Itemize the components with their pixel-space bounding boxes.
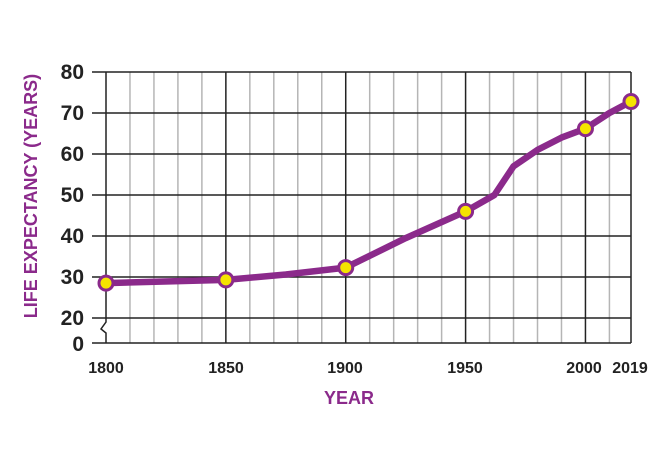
- x-tick-label: 1850: [208, 360, 244, 377]
- x-axis-title: YEAR: [324, 388, 374, 408]
- y-tick-label: 80: [61, 61, 84, 84]
- data-point: [576, 120, 594, 138]
- series-group: [102, 98, 635, 287]
- data-point: [337, 259, 355, 277]
- y-axis-break-zigzag: [99, 318, 107, 343]
- tick-labels: 0 20 30 40 50 60 70 80 1800 1850 1900 19…: [61, 61, 648, 377]
- x-tick-label: 2019: [612, 360, 648, 377]
- y-axis-break: [99, 318, 107, 343]
- data-point: [457, 202, 475, 220]
- x-tick-label: 1900: [327, 360, 363, 377]
- y-tick-label: 40: [61, 225, 84, 248]
- grid-lines: [92, 71, 632, 344]
- x-tick-label: 1800: [88, 360, 124, 377]
- data-point: [97, 274, 115, 292]
- y-axis-title: LIFE EXPECTANCY (YEARS): [21, 74, 41, 318]
- y-tick-label: 50: [61, 184, 84, 207]
- y-tick-label: 60: [61, 143, 84, 166]
- marker-group: [97, 93, 640, 292]
- y-tick-label: 0: [72, 333, 84, 356]
- x-tick-label: 1950: [447, 360, 483, 377]
- data-point: [217, 271, 235, 289]
- series-line: [102, 98, 635, 287]
- y-tick-label: 20: [61, 307, 84, 330]
- y-tick-label: 70: [61, 102, 84, 125]
- y-tick-label: 30: [61, 266, 84, 289]
- data-point: [622, 93, 640, 111]
- x-tick-label: 2000: [566, 360, 602, 377]
